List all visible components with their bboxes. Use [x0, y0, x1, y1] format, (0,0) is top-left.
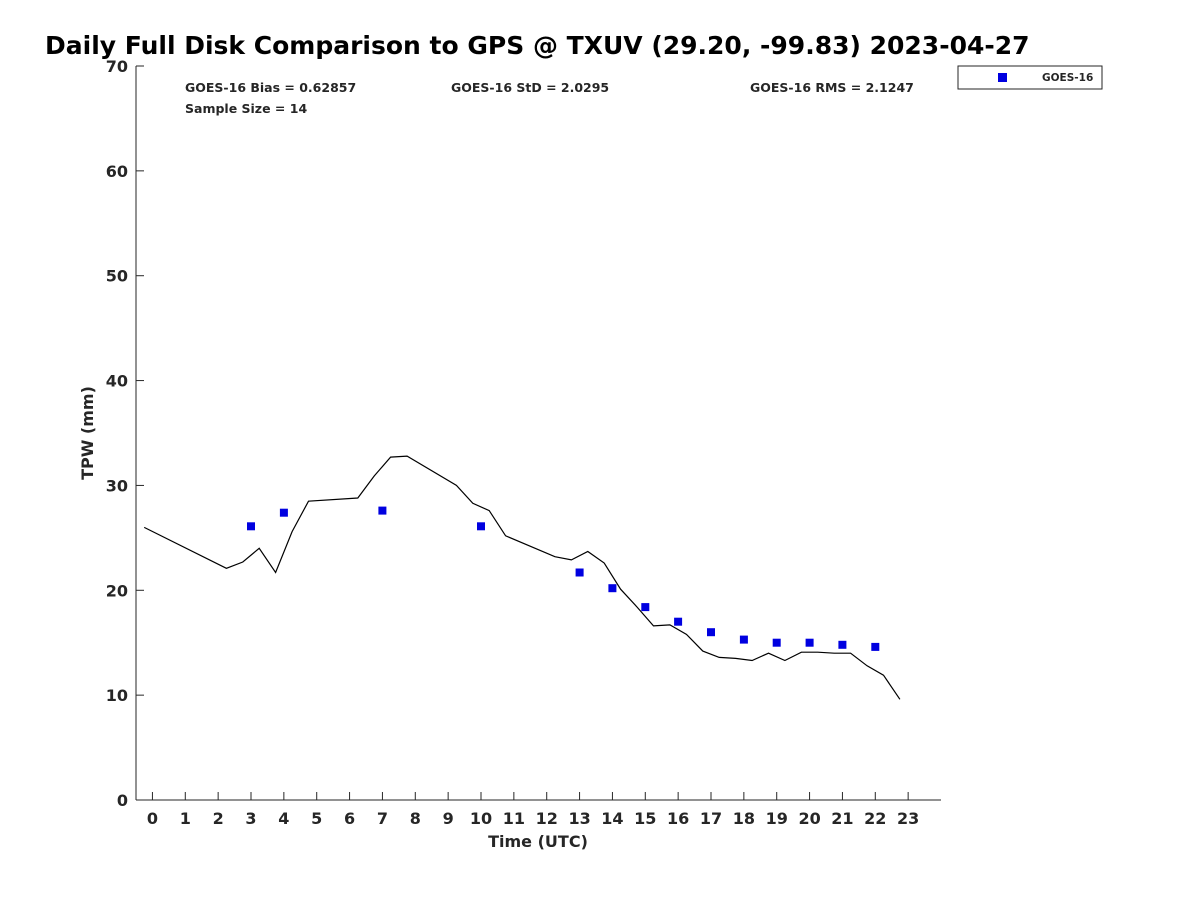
y-tick-label: 20 — [106, 581, 128, 600]
x-axis-label: Time (UTC) — [488, 832, 588, 851]
x-tick-label: 5 — [311, 809, 322, 828]
x-tick-label: 9 — [443, 809, 454, 828]
goes-16-point — [279, 508, 288, 517]
legend-marker-goes-16 — [998, 73, 1007, 82]
y-tick-label: 50 — [106, 267, 128, 286]
y-tick-label: 30 — [106, 476, 128, 495]
x-tick-label: 20 — [798, 809, 820, 828]
x-tick-label: 0 — [147, 809, 158, 828]
series-layer — [143, 455, 901, 700]
x-tick-label: 19 — [766, 809, 788, 828]
y-tick-label: 10 — [106, 686, 128, 705]
goes-16-point — [477, 522, 485, 531]
goes-16-point — [674, 617, 683, 626]
y-tick-label: 70 — [106, 57, 128, 76]
y-axis-ticks: 0 10 20 30 40 50 60 70 — [106, 57, 144, 810]
goes-16-point — [871, 642, 880, 651]
goes-16-point — [608, 584, 617, 593]
sample-size-stat: Sample Size = 14 — [185, 101, 307, 116]
goes-16-point — [805, 638, 814, 647]
goes-16-point — [707, 628, 715, 637]
std-stat: GOES-16 StD = 2.0295 — [451, 80, 609, 95]
y-tick-label: 40 — [106, 372, 128, 391]
x-tick-label: 16 — [667, 809, 689, 828]
goes-16-point — [378, 506, 387, 515]
plot-area: 0 1 2 3 4 5 6 7 8 9 10 11 12 13 14 15 16 17 18 19 20 21 22 23 0… — [106, 57, 941, 828]
x-tick-label: 8 — [410, 809, 421, 828]
goes-16-point — [641, 603, 650, 612]
x-tick-label: 18 — [733, 809, 755, 828]
x-tick-label: 6 — [344, 809, 355, 828]
y-tick-label: 60 — [106, 162, 128, 181]
bias-stat: GOES-16 Bias = 0.62857 — [185, 80, 356, 95]
legend: GOES-16 — [957, 65, 1103, 90]
x-tick-label: 4 — [278, 809, 289, 828]
chart-title: Daily Full Disk Comparison to GPS @ TXUV… — [45, 31, 1030, 60]
x-tick-label: 21 — [831, 809, 853, 828]
x-tick-label: 11 — [503, 809, 525, 828]
x-tick-label: 1 — [180, 809, 191, 828]
legend-box — [957, 65, 1103, 90]
x-tick-label: 10 — [470, 809, 492, 828]
y-tick-label: 0 — [117, 791, 128, 810]
x-tick-label: 2 — [213, 809, 224, 828]
y-axis-label: TPW (mm) — [78, 386, 97, 480]
goes-16-point — [575, 568, 584, 577]
x-tick-label: 15 — [634, 809, 656, 828]
x-tick-label: 12 — [536, 809, 558, 828]
x-tick-label: 13 — [568, 809, 590, 828]
x-tick-label: 7 — [377, 809, 388, 828]
goes-16-point — [772, 638, 781, 647]
gps-tpw-line — [143, 455, 901, 700]
x-tick-label: 14 — [601, 809, 623, 828]
goes-16-point — [247, 522, 255, 531]
x-tick-label: 3 — [245, 809, 256, 828]
legend-label-goes-16: GOES-16 — [1042, 72, 1093, 84]
x-tick-label: 17 — [700, 809, 722, 828]
x-tick-label: 22 — [864, 809, 886, 828]
rms-stat: GOES-16 RMS = 2.1247 — [750, 80, 914, 95]
goes-16-point — [838, 640, 847, 649]
goes-16-point — [739, 635, 748, 644]
x-axis-ticks: 0 1 2 3 4 5 6 7 8 9 10 11 12 13 14 15 16 17 18 19 20 21 22 23 — [147, 792, 919, 828]
x-tick-label: 23 — [897, 809, 919, 828]
